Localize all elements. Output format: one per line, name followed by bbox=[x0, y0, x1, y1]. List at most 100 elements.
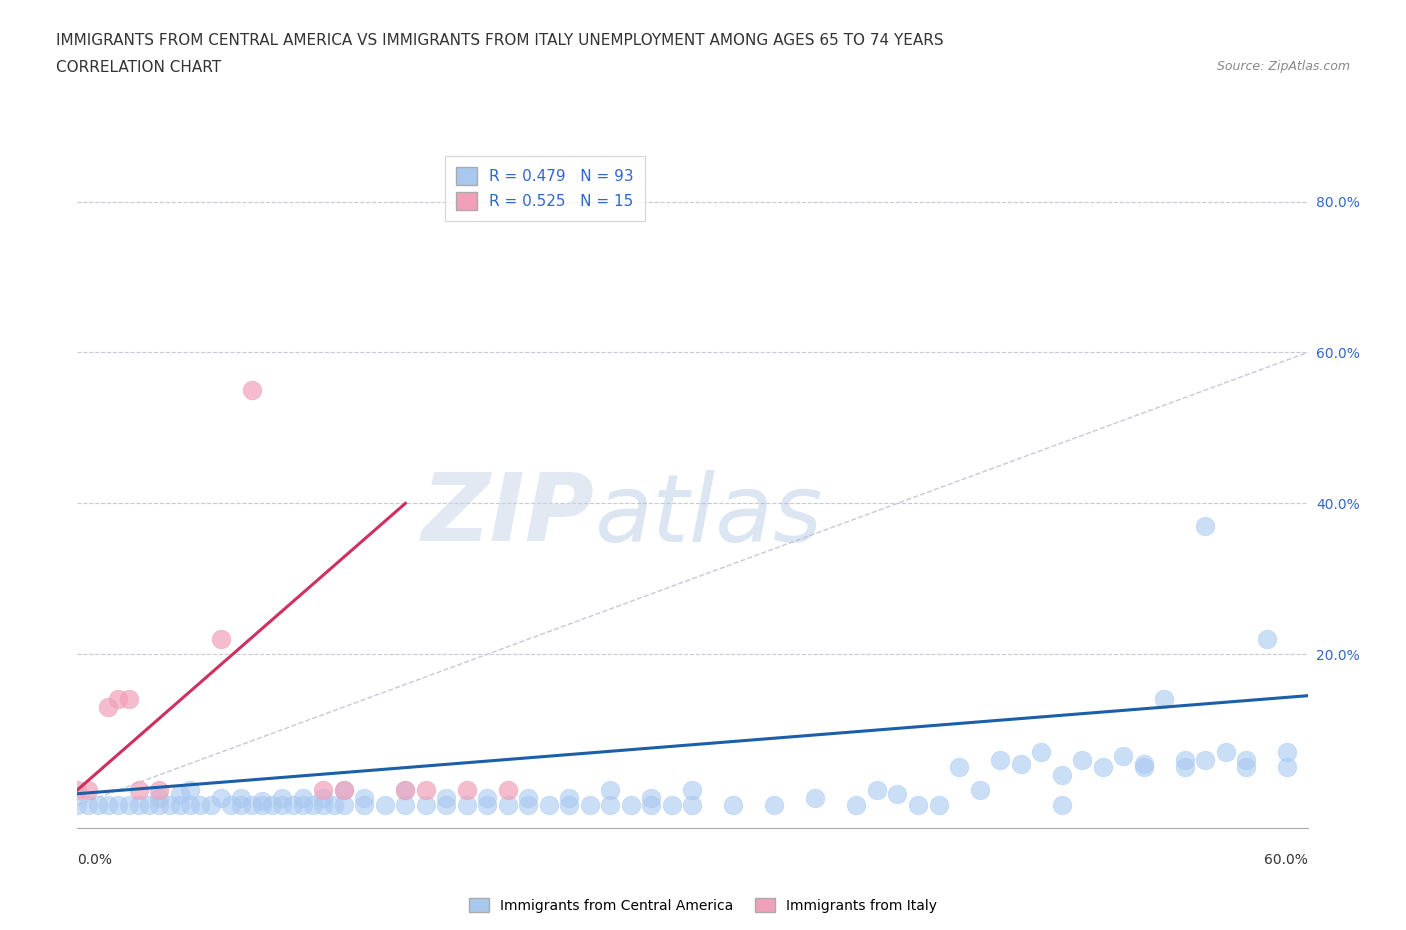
Point bbox=[1153, 692, 1175, 707]
Point bbox=[907, 798, 929, 813]
Text: CORRELATION CHART: CORRELATION CHART bbox=[56, 60, 221, 75]
Point bbox=[179, 798, 201, 813]
Point bbox=[1071, 752, 1094, 767]
Legend: R = 0.479   N = 93, R = 0.525   N = 15: R = 0.479 N = 93, R = 0.525 N = 15 bbox=[446, 156, 644, 220]
Point bbox=[353, 798, 375, 813]
Point bbox=[291, 790, 314, 805]
Point bbox=[415, 798, 437, 813]
Point bbox=[394, 782, 416, 797]
Point bbox=[353, 790, 375, 805]
Point bbox=[1215, 745, 1237, 760]
Point bbox=[1174, 760, 1197, 775]
Point bbox=[333, 782, 356, 797]
Point bbox=[763, 798, 786, 813]
Point bbox=[477, 790, 499, 805]
Point bbox=[250, 794, 273, 809]
Point bbox=[76, 798, 98, 813]
Text: 60.0%: 60.0% bbox=[1264, 853, 1308, 868]
Point bbox=[969, 782, 991, 797]
Point bbox=[231, 790, 253, 805]
Point bbox=[148, 790, 170, 805]
Point bbox=[988, 752, 1011, 767]
Text: 0.0%: 0.0% bbox=[77, 853, 112, 868]
Point bbox=[312, 790, 335, 805]
Point bbox=[845, 798, 868, 813]
Point bbox=[169, 798, 191, 813]
Point bbox=[66, 782, 89, 797]
Point bbox=[148, 782, 170, 797]
Point bbox=[394, 798, 416, 813]
Point bbox=[333, 782, 356, 797]
Point bbox=[682, 782, 704, 797]
Point bbox=[436, 790, 458, 805]
Point bbox=[281, 798, 304, 813]
Legend: Immigrants from Central America, Immigrants from Italy: Immigrants from Central America, Immigra… bbox=[463, 893, 943, 919]
Point bbox=[1010, 756, 1032, 771]
Point bbox=[219, 798, 242, 813]
Point bbox=[374, 798, 396, 813]
Point bbox=[1050, 798, 1073, 813]
Point bbox=[517, 798, 540, 813]
Point bbox=[117, 692, 139, 707]
Point bbox=[231, 798, 253, 813]
Point bbox=[558, 798, 581, 813]
Point bbox=[456, 798, 478, 813]
Point bbox=[558, 790, 581, 805]
Point bbox=[682, 798, 704, 813]
Point bbox=[496, 798, 519, 813]
Point bbox=[1091, 760, 1114, 775]
Point bbox=[209, 790, 232, 805]
Point bbox=[97, 798, 120, 813]
Point bbox=[1132, 756, 1154, 771]
Text: Source: ZipAtlas.com: Source: ZipAtlas.com bbox=[1216, 60, 1350, 73]
Point bbox=[620, 798, 643, 813]
Point bbox=[333, 798, 356, 813]
Point bbox=[138, 798, 160, 813]
Point bbox=[240, 798, 263, 813]
Point bbox=[250, 798, 273, 813]
Point bbox=[415, 782, 437, 797]
Point bbox=[948, 760, 970, 775]
Point bbox=[128, 782, 150, 797]
Point bbox=[640, 798, 662, 813]
Point bbox=[117, 798, 139, 813]
Point bbox=[804, 790, 827, 805]
Point bbox=[640, 790, 662, 805]
Point bbox=[188, 798, 212, 813]
Point bbox=[262, 798, 284, 813]
Point bbox=[599, 798, 621, 813]
Point bbox=[723, 798, 745, 813]
Point bbox=[1234, 760, 1257, 775]
Point bbox=[1050, 767, 1073, 782]
Point bbox=[271, 798, 294, 813]
Point bbox=[496, 782, 519, 797]
Point bbox=[209, 631, 232, 646]
Point bbox=[169, 787, 191, 802]
Point bbox=[1174, 752, 1197, 767]
Point bbox=[179, 782, 201, 797]
Point bbox=[159, 798, 181, 813]
Point bbox=[1275, 760, 1298, 775]
Point bbox=[1275, 745, 1298, 760]
Point bbox=[517, 790, 540, 805]
Point bbox=[271, 790, 294, 805]
Point bbox=[312, 782, 335, 797]
Point bbox=[477, 798, 499, 813]
Point bbox=[886, 787, 908, 802]
Point bbox=[240, 383, 263, 398]
Point bbox=[302, 798, 325, 813]
Point bbox=[200, 798, 222, 813]
Point bbox=[537, 798, 560, 813]
Point bbox=[1194, 752, 1216, 767]
Point bbox=[107, 798, 129, 813]
Point bbox=[107, 692, 129, 707]
Point bbox=[599, 782, 621, 797]
Point bbox=[66, 798, 89, 813]
Point bbox=[1029, 745, 1052, 760]
Point bbox=[456, 782, 478, 797]
Point bbox=[1112, 749, 1135, 764]
Point bbox=[97, 699, 120, 714]
Point bbox=[928, 798, 950, 813]
Point bbox=[394, 782, 416, 797]
Text: ZIP: ZIP bbox=[422, 470, 595, 562]
